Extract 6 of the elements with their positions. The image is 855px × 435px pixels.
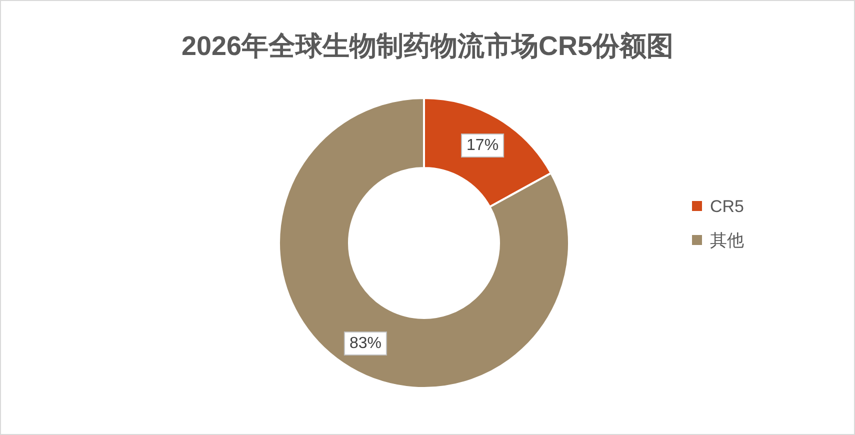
legend-label: 其他 [710,231,744,250]
donut-slice [278,97,570,389]
data-label: 83% [349,334,382,352]
data-label: 17% [466,137,499,154]
chart-title: 2026年全球生物制药物流市场CR5份额图 [181,31,674,61]
legend-label: CR5 [710,197,744,216]
